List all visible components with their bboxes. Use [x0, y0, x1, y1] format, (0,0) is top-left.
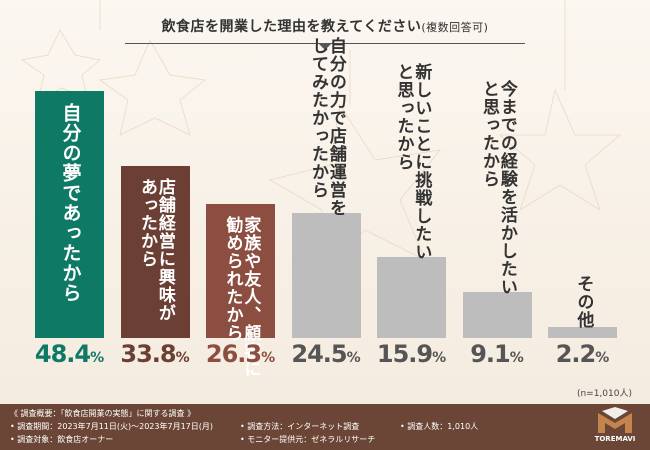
chart-title-note: (複数回答可): [421, 21, 489, 34]
bar-3: [206, 203, 275, 338]
value-unit: %: [175, 350, 190, 366]
value-label-5: 15.9%: [372, 340, 452, 368]
footer-method: • 調査方法：インターネット調査: [240, 422, 360, 431]
footer-respondents: • 調査人数：1,010人: [400, 422, 479, 431]
bar-1: [35, 91, 104, 338]
value-number: 48.4: [34, 340, 91, 368]
sample-size: (n=1,010人): [576, 389, 632, 399]
value-number: 2.2: [555, 340, 597, 368]
toremavi-logo: TOREMAVI: [592, 407, 638, 447]
value-unit: %: [261, 350, 276, 366]
value-label-2: 33.8%: [115, 340, 195, 368]
value-label-3: 26.3%: [201, 340, 281, 368]
bar-7: [548, 326, 617, 338]
bar-label-6: 今までの経験を活かしたい と思ったから: [478, 79, 517, 296]
value-label-1: 48.4%: [30, 340, 110, 368]
bar-label-3: 家族や友人、顧客に 勧められたから: [222, 215, 261, 378]
footer-target: • 調査対象：飲食店オーナー: [10, 435, 114, 444]
chart-title: 飲食店を開業した理由を教えてください(複数回答可): [161, 19, 489, 35]
value-unit: %: [346, 350, 361, 366]
value-number: 9.1: [470, 340, 511, 368]
value-label-6: 9.1%: [457, 340, 537, 368]
footer-period: • 調査期間：2023年7月11日(火)〜2023年7月17日(月): [10, 422, 214, 431]
value-label-4: 24.5%: [286, 340, 366, 368]
bar-label-5: 新しいことに挑戦したい と思ったから: [393, 62, 432, 261]
bar-4: [291, 213, 361, 338]
bar-6: [462, 291, 532, 338]
bar-label-1: 自分の夢であったから: [59, 103, 82, 304]
value-unit: %: [90, 350, 105, 366]
bar-label-4: 自分の力で店舗運営を してみたかったから: [307, 37, 346, 218]
bar-label-7: その他: [573, 274, 594, 329]
value-unit: %: [509, 350, 524, 366]
bar-label-2: 店舗経営に興味が あったから: [136, 177, 175, 322]
logo-text: TOREMAVI: [594, 435, 636, 443]
value-number: 15.9: [376, 340, 433, 368]
logo-mark-icon: [598, 407, 632, 433]
bar-2: [120, 165, 190, 338]
footer-overview: 《 調査概要：「飲食店開業の実態」に関する調査 》: [10, 409, 196, 418]
title-pointer: [318, 43, 332, 50]
value-label-7: 2.2%: [543, 340, 623, 368]
bar-chart: 自分の夢であったから 48.4% 店舗経営に興味が あったから 33.8% 家族や友人、…: [30, 37, 623, 378]
footer-provider: • モニター提供元：ゼネラルリサーチ: [240, 435, 376, 444]
bar-5: [377, 256, 446, 338]
value-unit: %: [595, 350, 610, 366]
survey-footer: 《 調査概要：「飲食店開業の実態」に関する調査 》 • 調査期間：2023年7月…: [0, 404, 650, 450]
value-unit: %: [432, 350, 447, 366]
value-number: 26.3: [205, 340, 262, 368]
value-number: 33.8: [120, 340, 176, 368]
value-number: 24.5: [291, 340, 347, 368]
